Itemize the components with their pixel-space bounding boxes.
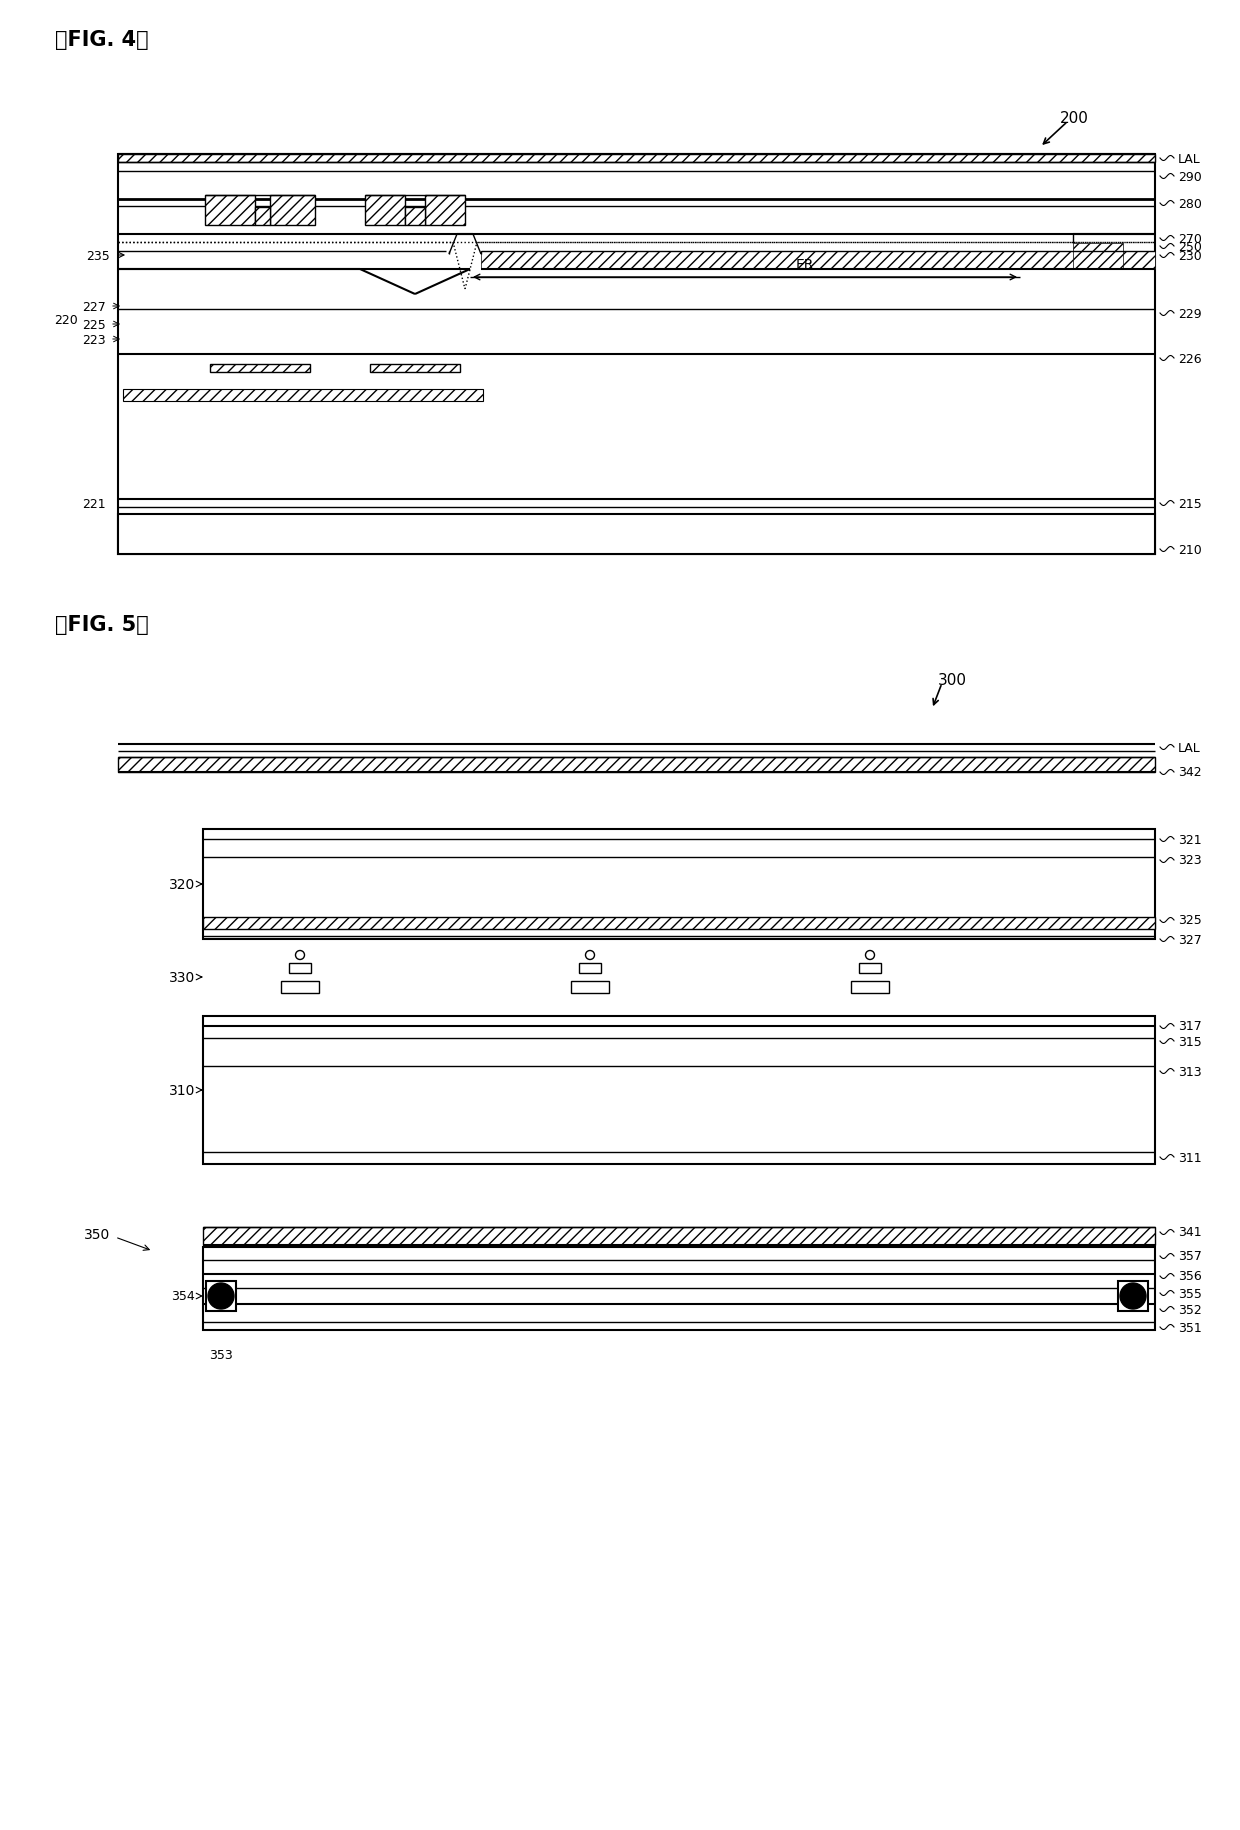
Text: 355: 355 bbox=[1178, 1286, 1202, 1299]
Text: 352: 352 bbox=[1178, 1303, 1202, 1316]
Text: 310: 310 bbox=[169, 1083, 195, 1098]
Text: ER: ER bbox=[796, 258, 815, 273]
Text: 220: 220 bbox=[55, 313, 78, 326]
Text: LAL: LAL bbox=[1178, 741, 1200, 754]
Text: 230: 230 bbox=[1178, 249, 1202, 262]
Bar bbox=[118, 156, 1154, 163]
Bar bbox=[370, 364, 460, 373]
Bar bbox=[289, 963, 311, 974]
Text: 354: 354 bbox=[171, 1290, 195, 1303]
Text: 330: 330 bbox=[169, 970, 195, 985]
Text: 353: 353 bbox=[210, 1349, 233, 1362]
Text: 357: 357 bbox=[1178, 1250, 1202, 1263]
Bar bbox=[203, 1016, 1154, 1164]
Text: 317: 317 bbox=[1178, 1019, 1202, 1032]
Text: 229: 229 bbox=[1178, 307, 1202, 320]
Bar bbox=[203, 917, 1154, 930]
Text: 320: 320 bbox=[169, 878, 195, 891]
Bar bbox=[203, 829, 1154, 939]
Bar bbox=[123, 390, 484, 403]
Bar bbox=[281, 981, 319, 994]
Bar bbox=[255, 209, 270, 225]
Bar bbox=[206, 1281, 236, 1312]
Bar bbox=[203, 1248, 1154, 1330]
Text: 351: 351 bbox=[1178, 1321, 1202, 1334]
Text: 321: 321 bbox=[1178, 833, 1202, 845]
Text: 200: 200 bbox=[1060, 110, 1089, 126]
Bar bbox=[203, 1228, 1154, 1246]
Text: 290: 290 bbox=[1178, 170, 1202, 183]
Text: 223: 223 bbox=[82, 333, 105, 346]
Text: 215: 215 bbox=[1178, 498, 1202, 511]
Text: 323: 323 bbox=[1178, 855, 1202, 867]
Text: LAL: LAL bbox=[1178, 152, 1200, 165]
Bar bbox=[405, 209, 425, 225]
Text: 325: 325 bbox=[1178, 913, 1202, 928]
Text: 250: 250 bbox=[1178, 240, 1202, 253]
Bar bbox=[1118, 1281, 1148, 1312]
Bar bbox=[118, 514, 1154, 554]
Bar bbox=[579, 963, 601, 974]
Circle shape bbox=[1120, 1283, 1146, 1308]
Text: 226: 226 bbox=[1178, 353, 1202, 366]
Text: 350: 350 bbox=[84, 1228, 110, 1241]
Text: 221: 221 bbox=[82, 498, 105, 511]
Text: 342: 342 bbox=[1178, 767, 1202, 780]
Bar bbox=[205, 196, 255, 225]
Text: 【FIG. 5】: 【FIG. 5】 bbox=[55, 615, 149, 635]
Bar bbox=[270, 196, 315, 225]
Text: 315: 315 bbox=[1178, 1036, 1202, 1049]
Text: 227: 227 bbox=[82, 300, 105, 313]
Bar bbox=[365, 196, 405, 225]
Bar bbox=[118, 156, 1154, 554]
Text: 341: 341 bbox=[1178, 1226, 1202, 1239]
Text: 235: 235 bbox=[87, 249, 110, 262]
Text: 356: 356 bbox=[1178, 1270, 1202, 1283]
Bar bbox=[1073, 243, 1123, 269]
Bar bbox=[481, 253, 1154, 269]
Bar bbox=[210, 364, 310, 373]
Text: 210: 210 bbox=[1178, 544, 1202, 556]
Text: 225: 225 bbox=[82, 318, 105, 331]
Text: 300: 300 bbox=[937, 672, 967, 686]
Text: 327: 327 bbox=[1178, 933, 1202, 946]
Bar bbox=[859, 963, 880, 974]
Text: 280: 280 bbox=[1178, 198, 1202, 210]
Bar bbox=[425, 196, 465, 225]
Bar bbox=[851, 981, 889, 994]
Text: 311: 311 bbox=[1178, 1151, 1202, 1164]
Bar bbox=[570, 981, 609, 994]
Text: 【FIG. 4】: 【FIG. 4】 bbox=[55, 29, 149, 49]
Text: 313: 313 bbox=[1178, 1065, 1202, 1078]
Circle shape bbox=[208, 1283, 234, 1308]
Bar bbox=[118, 758, 1154, 772]
Text: 270: 270 bbox=[1178, 232, 1202, 245]
